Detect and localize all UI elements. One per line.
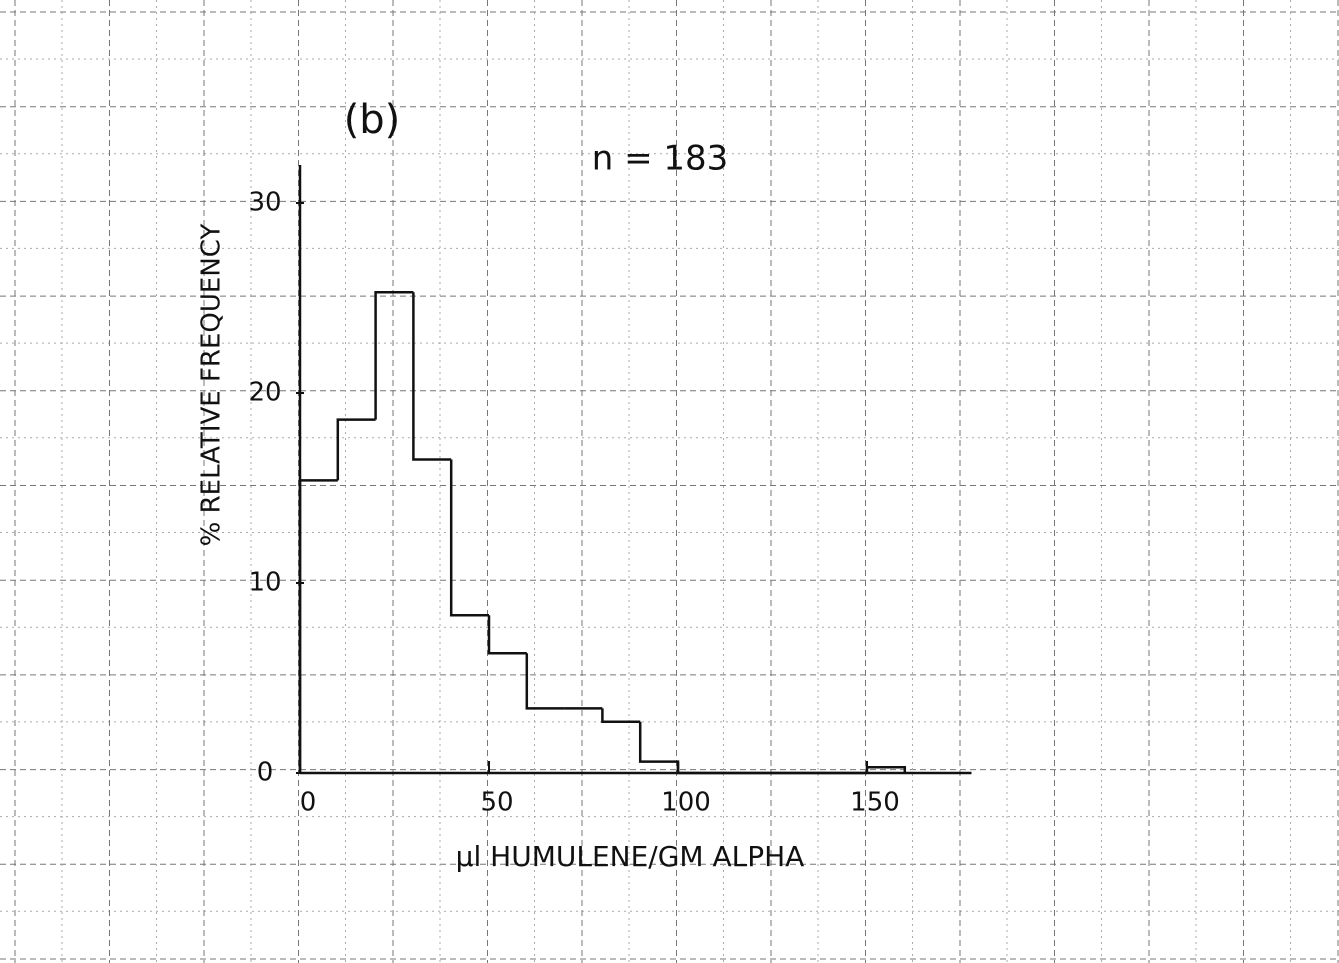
histogram-bar xyxy=(336,418,376,481)
histogram-bar xyxy=(525,653,565,710)
y-tick-label: 0 xyxy=(257,758,274,788)
x-tick-label: 50 xyxy=(480,788,513,818)
chart-title: (b) xyxy=(344,97,401,143)
x-tick-label: 100 xyxy=(661,788,711,818)
histogram-bar xyxy=(865,766,907,773)
histogram-bar xyxy=(449,459,489,617)
histogram-bar xyxy=(487,615,527,655)
x-axis-label: µl HUMULENE/GM ALPHA xyxy=(456,840,805,873)
histogram-bar xyxy=(676,761,716,775)
annotation: n = 183 xyxy=(592,139,729,179)
histogram-bar xyxy=(298,479,338,773)
y-tick-label: 20 xyxy=(248,378,281,408)
x-tick-label: 0 xyxy=(300,788,317,818)
histogram-bar xyxy=(638,721,680,773)
histogram-bar xyxy=(601,708,641,723)
histogram-bar xyxy=(412,292,452,461)
y-tick-label: 10 xyxy=(248,568,281,598)
histogram-bar xyxy=(374,291,414,420)
x-tick-label: 150 xyxy=(850,788,900,818)
y-tick-label: 30 xyxy=(248,188,281,218)
y-axis-label: % RELATIVE FREQUENCY xyxy=(197,224,227,547)
